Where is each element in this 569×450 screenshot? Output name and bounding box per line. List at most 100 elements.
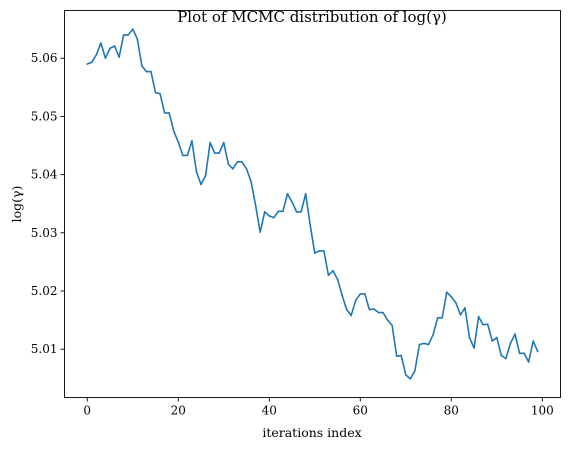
data-point [382,311,384,314]
data-point [350,314,352,317]
data-point [86,63,89,65]
data-point [195,170,198,173]
data-point [159,92,161,95]
series-line-0 [86,28,539,380]
data-point [177,141,180,143]
y-tick-label: 5.03 [31,226,58,240]
data-point [113,45,116,47]
x-tick-label: 60 [353,404,368,418]
x-tick-label: 80 [444,404,459,418]
data-point [500,354,503,357]
x-tick-label: 100 [531,404,554,418]
data-point [327,274,330,277]
data-point [204,174,207,177]
data-point [518,352,521,355]
data-point [232,167,234,170]
data-point [245,167,248,170]
y-tick-label: 5.05 [31,109,58,123]
data-point [404,374,407,376]
data-point [332,269,334,272]
data-point [186,154,189,157]
data-point [91,61,93,64]
data-point [300,211,302,213]
plot-frame [64,10,561,398]
data-point [295,211,298,213]
data-point [436,316,439,319]
data-point [95,53,98,56]
x-tick-label: 0 [83,404,91,418]
data-point [209,141,211,144]
data-point [532,340,534,342]
data-point [191,140,193,142]
data-point [468,336,471,339]
data-point [505,357,507,360]
data-point [427,343,430,346]
data-point [323,250,325,252]
data-point [495,336,498,339]
data-point [386,319,389,321]
data-point [368,308,371,311]
y-tick-label: 5.02 [31,284,58,298]
y-tick-label: 5.01 [31,342,58,356]
data-point [441,316,443,319]
data-point [286,193,289,195]
data-point [455,301,457,304]
data-point [109,47,111,50]
data-point [345,308,348,311]
data-point [359,293,362,295]
data-point [354,299,357,302]
data-point [477,315,480,318]
data-point [100,42,102,44]
chart-title: Plot of MCMC distribution of log(γ) [177,8,447,26]
data-point [304,193,307,195]
data-point [450,296,453,298]
data-point [122,34,125,36]
data-point [486,323,489,325]
data-point [268,215,271,217]
y-tick-label: 5.04 [31,168,58,182]
data-point [145,70,148,73]
data-point [282,210,284,213]
x-tick-label: 40 [262,404,277,418]
data-point [432,333,434,336]
data-point [400,354,403,357]
data-point [154,91,157,94]
data-point [250,180,252,183]
data-point [445,291,448,293]
data-point [536,350,539,353]
data-point [241,161,243,163]
data-point [464,307,466,309]
data-point [364,293,366,295]
y-axis-label: log(γ) [9,186,24,223]
data-point [377,311,380,314]
data-point [514,333,516,335]
data-point [318,250,321,252]
x-tick-label: 20 [171,404,186,418]
data-point [409,378,412,380]
x-axis: 0 20 40 60 80 100 [83,397,554,418]
data-point [172,130,175,132]
data-point [482,323,484,326]
data-point [309,224,312,227]
data-point [200,183,202,186]
plot-area [86,28,539,380]
data-point [141,64,143,67]
data-point [236,161,239,163]
data-point [459,314,462,316]
data-point [473,347,475,349]
data-point [414,369,416,372]
data-point [127,34,130,36]
data-point [491,340,494,342]
data-point [131,28,134,30]
data-point [263,211,266,213]
data-point [313,252,316,254]
data-point [423,342,425,345]
data-point [291,201,293,203]
data-point [254,204,257,207]
data-point [418,343,421,346]
data-point [118,56,120,58]
data-point [163,112,166,114]
y-tick-label: 5.06 [31,51,58,65]
data-point [150,70,152,73]
